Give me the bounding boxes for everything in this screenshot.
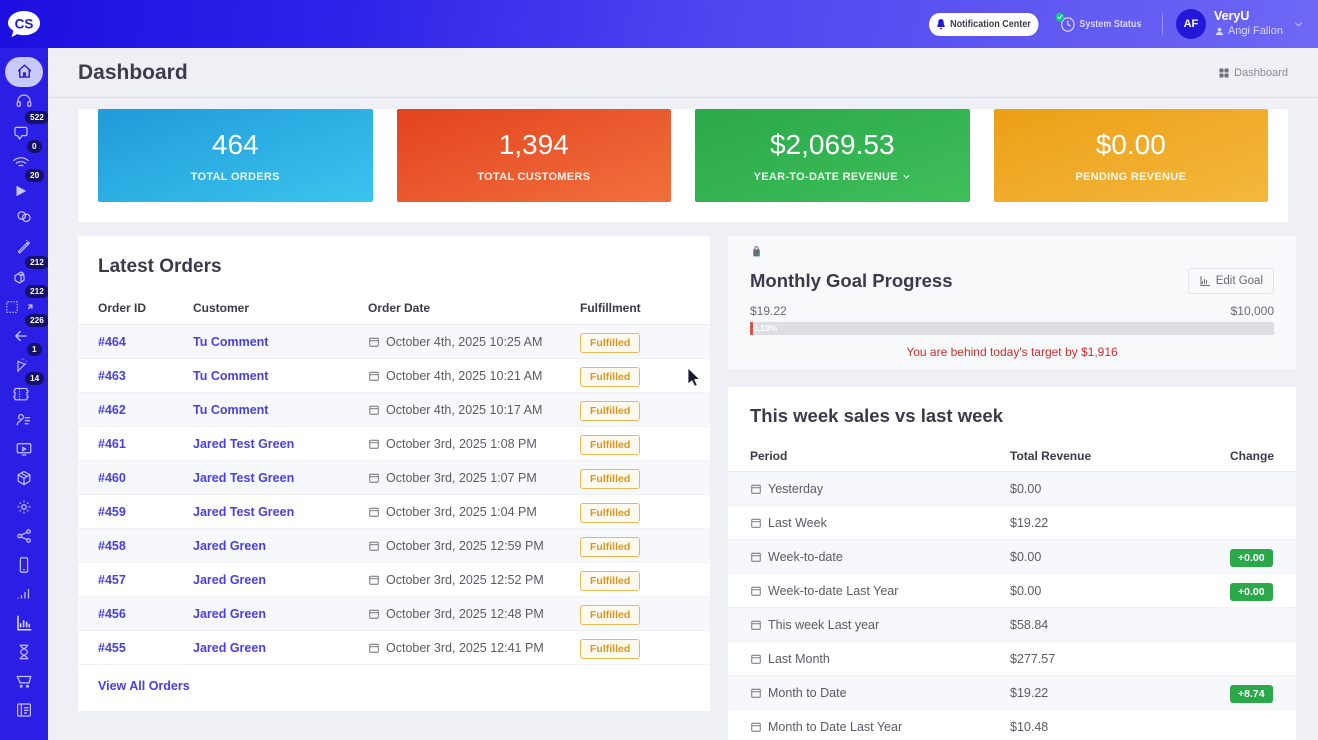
svg-text:CS: CS: [15, 16, 34, 31]
